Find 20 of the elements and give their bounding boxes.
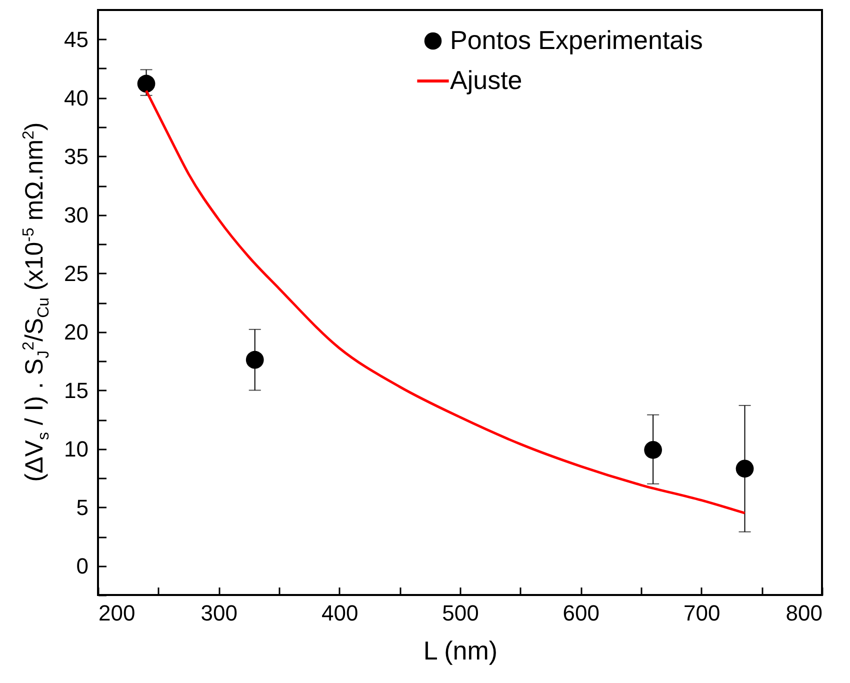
y-tick-label: 25 bbox=[64, 260, 88, 286]
y-tick-label: 30 bbox=[64, 202, 88, 228]
y-tick-label: 20 bbox=[64, 319, 88, 344]
y-tick-label: 15 bbox=[64, 378, 88, 403]
x-tick-label: 400 bbox=[321, 600, 358, 626]
x-tick-label: 700 bbox=[683, 600, 720, 626]
y-tick-label: 40 bbox=[64, 85, 88, 110]
y-tick-label: 35 bbox=[64, 144, 88, 169]
x-tick-label: 200 bbox=[98, 600, 136, 626]
x-tick-label: 500 bbox=[442, 600, 479, 626]
y-tick-label: 5 bbox=[76, 494, 88, 520]
legend-label: Ajuste bbox=[450, 65, 522, 95]
legend-label: Pontos Experimentais bbox=[450, 25, 703, 55]
x-tick-label: 600 bbox=[562, 600, 600, 626]
y-tick-label: 10 bbox=[64, 436, 88, 462]
x-tick-label: 800 bbox=[786, 600, 822, 626]
y-tick-label: 45 bbox=[64, 26, 88, 52]
y-tick-label: 0 bbox=[76, 553, 88, 578]
x-tick-label: 300 bbox=[200, 600, 238, 626]
x-axis-title: L (nm) bbox=[423, 636, 498, 666]
